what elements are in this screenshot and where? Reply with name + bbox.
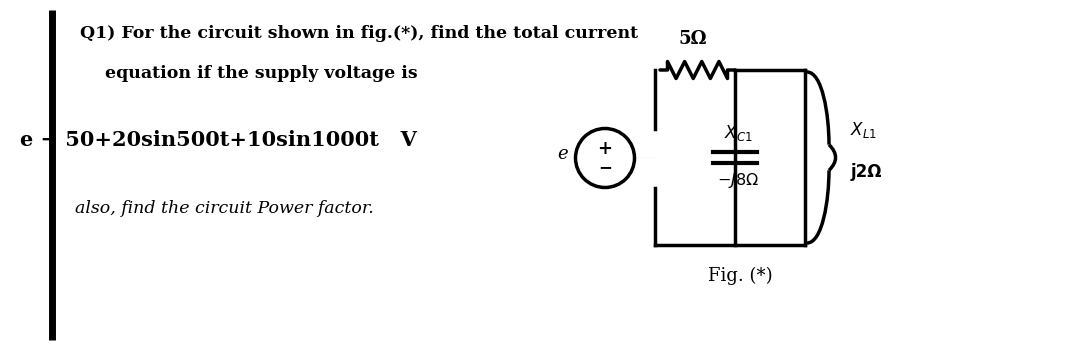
Text: Q1) For the circuit shown in fig.(*), find the total current: Q1) For the circuit shown in fig.(*), fi… bbox=[80, 25, 638, 42]
Text: $X_{C1}$: $X_{C1}$ bbox=[724, 123, 753, 143]
Text: e − 50+20sin500t+10sin1000t   V: e − 50+20sin500t+10sin1000t V bbox=[21, 130, 417, 150]
Text: −: − bbox=[598, 159, 612, 176]
Text: +: + bbox=[597, 140, 612, 158]
Text: e: e bbox=[557, 145, 567, 163]
Text: also, find the circuit Power factor.: also, find the circuit Power factor. bbox=[75, 200, 374, 217]
Text: 5Ω: 5Ω bbox=[678, 30, 706, 48]
Text: Fig. (*): Fig. (*) bbox=[707, 267, 772, 285]
Text: $X_{L1}$: $X_{L1}$ bbox=[850, 120, 877, 141]
Text: $-J8\Omega$: $-J8\Omega$ bbox=[717, 171, 759, 191]
Text: equation if the supply voltage is: equation if the supply voltage is bbox=[105, 65, 418, 82]
Text: j2Ω: j2Ω bbox=[850, 164, 881, 181]
